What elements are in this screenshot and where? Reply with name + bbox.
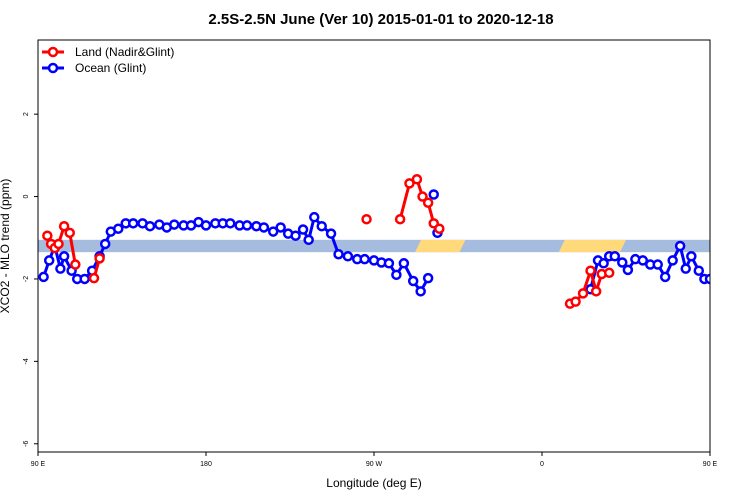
land-data-point <box>42 230 53 241</box>
ocean-data-point <box>622 264 634 276</box>
ocean-data-point <box>333 248 344 260</box>
ocean-data-point <box>674 240 686 252</box>
land-data-point <box>64 227 75 239</box>
ocean-data-point <box>617 257 628 268</box>
ocean-data-point <box>43 255 55 266</box>
ocean-data-point <box>38 271 49 283</box>
ocean-data-point <box>667 255 678 266</box>
ocean-data-point <box>342 251 354 262</box>
ocean-data-point <box>398 258 410 269</box>
land-data-point <box>53 238 64 250</box>
land-data-point <box>404 178 415 189</box>
x-axis: 90 E 180 90 W 0 90 E <box>31 452 718 468</box>
x-tick-label: 90 E <box>31 461 46 468</box>
land-data-point <box>603 267 615 279</box>
land-data-point <box>422 197 434 208</box>
land-data-point <box>585 265 596 276</box>
ocean-data-point <box>200 220 212 231</box>
series-layer <box>38 174 750 309</box>
land-data-point <box>411 174 423 185</box>
land-data-point <box>577 288 589 299</box>
ocean-data-point <box>680 263 691 274</box>
land-data-point <box>70 259 81 270</box>
land-data-point <box>94 253 105 264</box>
ocean-data-point <box>359 253 370 265</box>
ocean-data-point <box>609 251 621 262</box>
y-tick-label: 2 <box>23 112 30 116</box>
y-tick-label: -2 <box>23 276 30 282</box>
band-layer <box>38 239 710 253</box>
ocean-data-point <box>127 218 139 229</box>
ocean-data-point <box>297 224 309 235</box>
legend-land-marker <box>47 46 59 58</box>
ocean-band <box>38 239 710 253</box>
y-axis-label: XCO2 - MLO trend (ppm) <box>0 179 12 314</box>
ocean-data-point <box>144 220 156 232</box>
y-tick-label: -6 <box>23 441 30 447</box>
ocean-data-point <box>241 220 253 231</box>
land-band-segment <box>415 239 466 253</box>
ocean-data-point <box>290 230 301 241</box>
x-tick-label: 90 W <box>366 461 383 468</box>
ocean-data-point <box>225 218 236 229</box>
land-series-line <box>732 226 750 264</box>
ocean-data-point <box>275 222 286 233</box>
ocean-data-point <box>267 226 279 237</box>
ocean-data-point <box>391 269 402 281</box>
y-tick-label: 0 <box>23 195 30 199</box>
ocean-data-point <box>303 234 314 246</box>
ocean-data-point <box>686 251 697 262</box>
land-data-point <box>734 240 742 248</box>
ocean-data-point <box>407 275 419 287</box>
land-data-point <box>743 240 750 248</box>
ocean-data-point <box>428 189 439 200</box>
land-data-point <box>434 223 445 234</box>
y-tick-label: -4 <box>23 358 30 364</box>
land-data-point <box>88 272 100 284</box>
legend-ocean-label: Ocean (Glint) <box>75 61 146 75</box>
ocean-data-point <box>693 265 705 276</box>
ocean-data-point <box>309 211 320 223</box>
x-tick-label: 0 <box>540 461 544 468</box>
ocean-data-point <box>325 228 337 239</box>
ocean-data-point <box>415 286 426 297</box>
land-data-point <box>570 296 581 307</box>
ocean-data-point <box>598 258 609 269</box>
ocean-data-point <box>704 273 710 285</box>
land-data-point <box>394 213 406 225</box>
ocean-data-point <box>316 220 327 232</box>
ocean-data-point <box>637 255 649 266</box>
ocean-data-point <box>258 222 270 233</box>
ocean-data-point <box>99 238 111 250</box>
land-data-point <box>740 244 748 252</box>
ocean-data-point <box>113 223 124 234</box>
y-axis: -6 -4 -2 0 2 <box>23 112 38 447</box>
ocean-data-point <box>55 263 66 274</box>
ocean-data-point <box>58 251 70 262</box>
land-data-point <box>728 232 736 240</box>
legend-land-label: Land (Nadir&Glint) <box>75 45 174 59</box>
land-data-point <box>417 191 428 202</box>
ocean-data-point <box>422 272 434 284</box>
land-data-point <box>58 220 70 232</box>
x-tick-label: 180 <box>200 461 212 468</box>
legend-ocean-marker <box>47 62 59 74</box>
chart-title: 2.5S-2.5N June (Ver 10) 2015-01-01 to 20… <box>208 11 553 28</box>
land-data-point <box>590 286 602 297</box>
ocean-data-point <box>659 271 671 283</box>
ocean-data-point <box>383 258 395 269</box>
ocean-data-point <box>169 219 180 230</box>
ocean-data-point <box>652 259 663 270</box>
x-tick-label: 90 E <box>703 461 718 468</box>
legend: Land (Nadir&Glint) Ocean (Glint) <box>42 45 174 75</box>
land-data-point <box>361 213 372 225</box>
x-axis-label: Longitude (deg E) <box>326 476 421 490</box>
ocean-data-point <box>79 273 90 285</box>
land-band-segment <box>558 239 626 253</box>
